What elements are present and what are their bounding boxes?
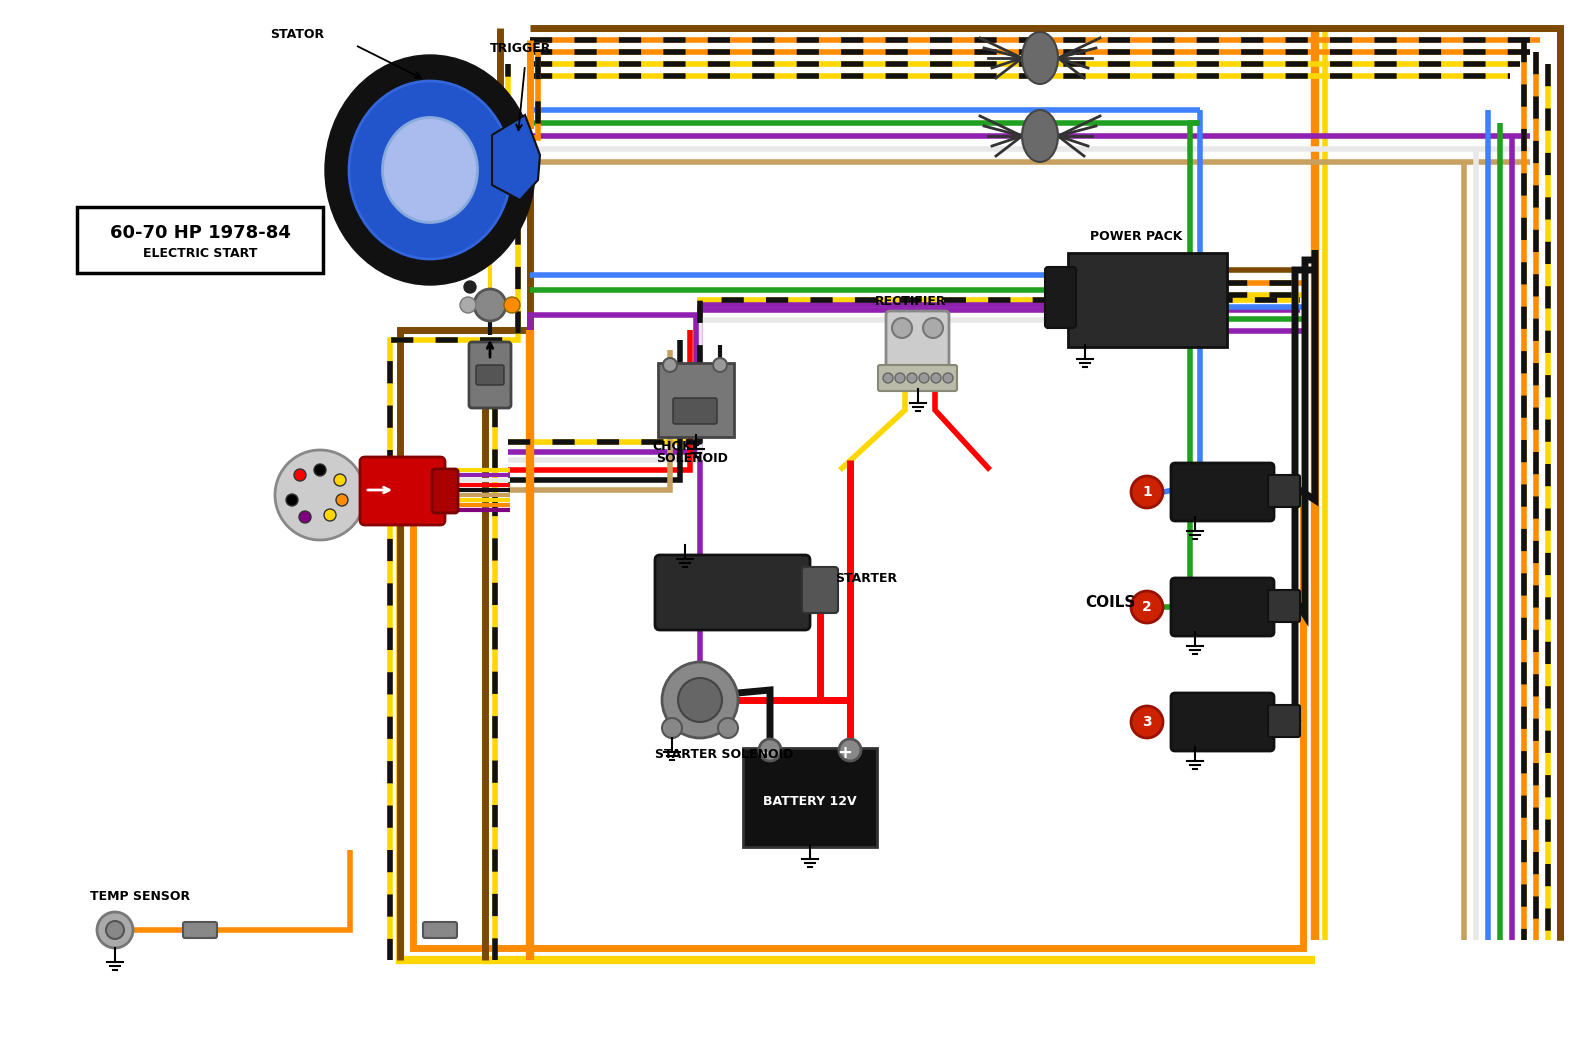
Circle shape	[336, 494, 347, 506]
Text: STARTER: STARTER	[834, 572, 898, 585]
Circle shape	[661, 718, 682, 738]
Text: RECTIFIER: RECTIFIER	[875, 295, 947, 308]
Circle shape	[839, 739, 861, 761]
Circle shape	[106, 921, 124, 939]
Text: CHOKE: CHOKE	[652, 440, 701, 453]
FancyBboxPatch shape	[431, 469, 458, 513]
FancyBboxPatch shape	[1045, 267, 1075, 328]
FancyBboxPatch shape	[879, 365, 956, 391]
Text: 2: 2	[1142, 600, 1151, 614]
Circle shape	[891, 318, 912, 338]
Circle shape	[718, 718, 737, 738]
Circle shape	[1131, 476, 1163, 508]
Circle shape	[1131, 591, 1163, 623]
Circle shape	[504, 297, 520, 313]
Circle shape	[285, 494, 298, 506]
Circle shape	[465, 281, 476, 293]
Circle shape	[97, 912, 133, 948]
Circle shape	[274, 450, 365, 540]
FancyBboxPatch shape	[78, 207, 324, 273]
FancyBboxPatch shape	[182, 922, 217, 937]
Circle shape	[324, 509, 336, 521]
FancyBboxPatch shape	[360, 457, 446, 526]
FancyBboxPatch shape	[887, 311, 948, 374]
FancyBboxPatch shape	[1267, 590, 1301, 622]
Text: +: +	[837, 744, 853, 762]
Ellipse shape	[1021, 110, 1058, 162]
FancyBboxPatch shape	[423, 922, 457, 937]
FancyBboxPatch shape	[1170, 693, 1274, 751]
Circle shape	[907, 373, 917, 383]
Text: STARTER SOLENOID: STARTER SOLENOID	[655, 748, 793, 761]
FancyBboxPatch shape	[469, 342, 511, 408]
Circle shape	[931, 373, 940, 383]
Text: -: -	[761, 744, 769, 762]
FancyBboxPatch shape	[655, 555, 810, 630]
Ellipse shape	[1021, 32, 1058, 84]
Text: TRIGGER: TRIGGER	[490, 42, 552, 55]
Circle shape	[293, 469, 306, 481]
Circle shape	[760, 739, 780, 761]
Text: ELECTRIC START: ELECTRIC START	[143, 247, 257, 260]
FancyBboxPatch shape	[658, 363, 734, 437]
Text: 60-70 HP 1978-84: 60-70 HP 1978-84	[109, 224, 290, 242]
Text: POWER PACK: POWER PACK	[1090, 230, 1183, 243]
Circle shape	[677, 678, 722, 722]
FancyBboxPatch shape	[1267, 475, 1301, 507]
Circle shape	[460, 297, 476, 313]
Circle shape	[883, 373, 893, 383]
Circle shape	[663, 358, 677, 372]
Circle shape	[314, 463, 327, 476]
Text: COILS: COILS	[1085, 595, 1136, 610]
FancyBboxPatch shape	[1267, 705, 1301, 737]
Circle shape	[923, 318, 944, 338]
Ellipse shape	[349, 81, 511, 259]
Circle shape	[474, 289, 506, 321]
Circle shape	[661, 662, 737, 738]
Text: TEMP SENSOR: TEMP SENSOR	[90, 890, 190, 903]
Polygon shape	[492, 115, 539, 200]
Text: BATTERY 12V: BATTERY 12V	[763, 795, 856, 808]
FancyBboxPatch shape	[1170, 463, 1274, 521]
FancyBboxPatch shape	[742, 748, 877, 847]
Circle shape	[714, 358, 726, 372]
Circle shape	[335, 474, 346, 486]
FancyBboxPatch shape	[672, 398, 717, 424]
Circle shape	[944, 373, 953, 383]
Circle shape	[895, 373, 906, 383]
Text: 3: 3	[1142, 715, 1151, 729]
FancyBboxPatch shape	[1067, 253, 1228, 347]
FancyBboxPatch shape	[803, 566, 837, 613]
Circle shape	[1131, 706, 1163, 738]
Ellipse shape	[325, 55, 534, 285]
Text: STATOR: STATOR	[270, 28, 324, 41]
Text: SOLENOID: SOLENOID	[657, 452, 728, 465]
Circle shape	[300, 511, 311, 523]
Circle shape	[918, 373, 929, 383]
Text: 1: 1	[1142, 485, 1151, 499]
Ellipse shape	[382, 118, 477, 223]
FancyBboxPatch shape	[476, 365, 504, 385]
FancyBboxPatch shape	[1170, 578, 1274, 636]
